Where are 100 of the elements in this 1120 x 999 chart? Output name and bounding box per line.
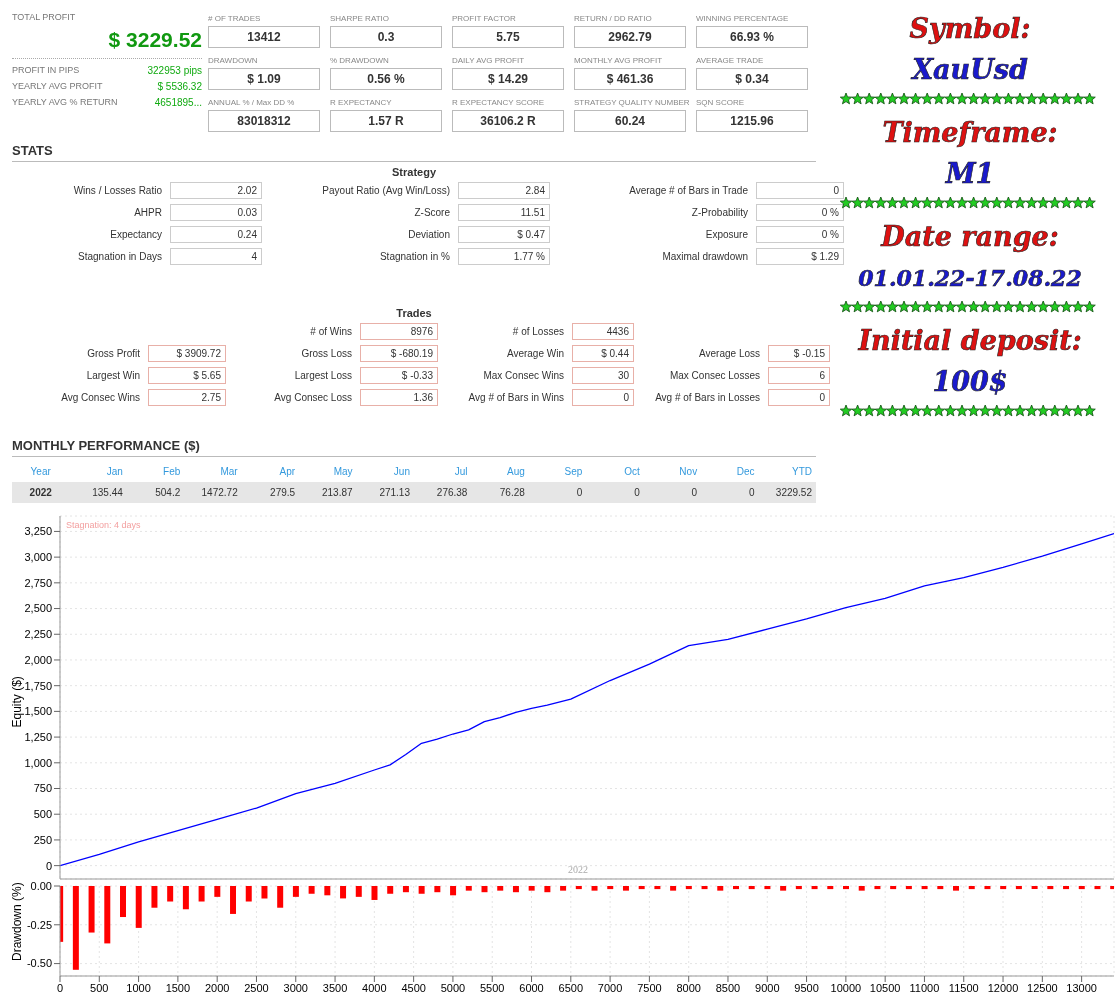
text: 8976 [360,323,438,340]
text: M1 [945,158,995,189]
text: 13412 [208,26,320,48]
text: 322953 pips [147,65,202,76]
text: RETURN / DD RATIO [574,14,653,23]
text: Max Consec Losses [668,369,760,383]
text: 0 [768,389,830,406]
y-tick-label: 2,500 [24,602,52,615]
text: 1.57 R [330,110,442,132]
text: Jan [105,465,124,479]
text: 0 [586,482,644,503]
text: $ -0.15 [768,345,830,362]
text: $ 1.29 [756,248,844,265]
text: 271.13 [356,482,414,503]
text: 2.84 [458,182,550,199]
text: 2.75 [148,389,226,406]
text: 36106.2 R [452,110,564,132]
text: $ 0.47 [458,226,550,243]
text: Largest Win [85,369,140,383]
text: # OF TRADES [208,14,262,23]
text: STRATEGY QUALITY NUMBER [574,98,690,107]
text: Oct [623,465,641,479]
text: Avg Consec Wins [60,391,140,405]
text: Deviation [407,228,450,242]
text: 2022 [12,482,70,503]
y-tick-label: 750 [33,782,52,795]
text: Avg # of Bars in Wins [467,391,564,405]
x-tick-label: 3500 [322,981,348,994]
x-tick-label: 12000 [987,981,1019,994]
text: Strategy [391,166,437,178]
text: 504.2 [126,482,185,503]
text: 213.87 [299,482,357,503]
text: 0.03 [170,204,262,221]
text: Jun [392,465,411,479]
text: YTD [791,465,813,479]
text: DAILY AVG PROFIT [452,56,526,65]
text: 66.93 % [696,26,808,48]
text: Z-Probability [690,206,748,220]
text: PROFIT IN PIPS [12,65,80,76]
annotation: 2022 [568,864,588,875]
x-tick-label: 0 [56,981,64,994]
text: SHARPE RATIO [330,14,390,23]
text: XauUsd [910,53,1029,87]
text: 276.38 [413,482,472,503]
x-tick-label: 2500 [244,981,269,994]
text: Feb [162,465,182,479]
text: 0 [701,482,759,503]
text: Maximal drawdown [661,250,748,264]
text: 11.51 [458,204,550,221]
y-tick-label: 3,000 [24,551,52,564]
text: Dec [735,465,756,479]
text: YEARLY AVG % RETURN [12,97,118,108]
text: 135.44 [69,482,127,503]
text: 0 % [756,204,844,221]
x-tick-label: 10000 [830,981,862,994]
text: 2962.79 [574,26,686,48]
text: 76.28 [471,482,529,503]
text: WINNING PERCENTAGE [696,14,790,23]
x-tick-label: 11000 [909,981,940,994]
text: 4436 [572,323,634,340]
text: Gross Loss [300,347,352,361]
text: SQN SCORE [696,98,745,107]
text: Timeframe: [881,116,1059,150]
text: # of Losses [511,325,564,339]
text: $ -0.33 [360,367,438,384]
text: Trades [395,307,433,319]
text: Largest Loss [293,369,352,383]
x-tick-label: 2000 [204,981,230,994]
x-tick-label: 9000 [755,981,780,994]
text: 2.02 [170,182,262,199]
x-tick-label: 11500 [948,981,979,994]
text: Avg # of Bars in Losses [654,391,760,405]
text: Nov [678,465,699,479]
y-tick-label: 1,250 [24,731,52,743]
text: 0.3 [330,26,442,48]
x-tick-label: 1500 [165,981,191,994]
text: $ -680.19 [360,345,438,362]
text: 3229.52 [758,482,816,503]
text: Average Loss [698,347,760,361]
text: R EXPECTANCY [330,98,393,107]
text: Year [29,465,52,479]
y-axis-title: Drawdown (%) [10,882,25,961]
x-tick-label: 7000 [597,981,623,994]
text: Mar [219,465,239,479]
text: 0.24 [170,226,262,243]
text: May [332,465,354,479]
text: Symbol: [908,12,1032,46]
text: $ 3229.52 [12,28,202,59]
y-tick-label: 0 [45,859,52,872]
text: 4651895... [154,97,202,108]
text: Sep [563,465,584,479]
x-tick-label: 6500 [558,981,584,994]
text: AHPR [133,206,162,220]
y-tick-label: 3,250 [24,525,52,538]
text: Exposure [704,228,748,242]
text: 279.5 [241,482,300,503]
text: Max Consec Wins [482,369,564,383]
text: Average Win [505,347,564,361]
x-tick-label: 6000 [519,981,544,994]
text: ANNUAL % / Max DD % [208,98,296,107]
